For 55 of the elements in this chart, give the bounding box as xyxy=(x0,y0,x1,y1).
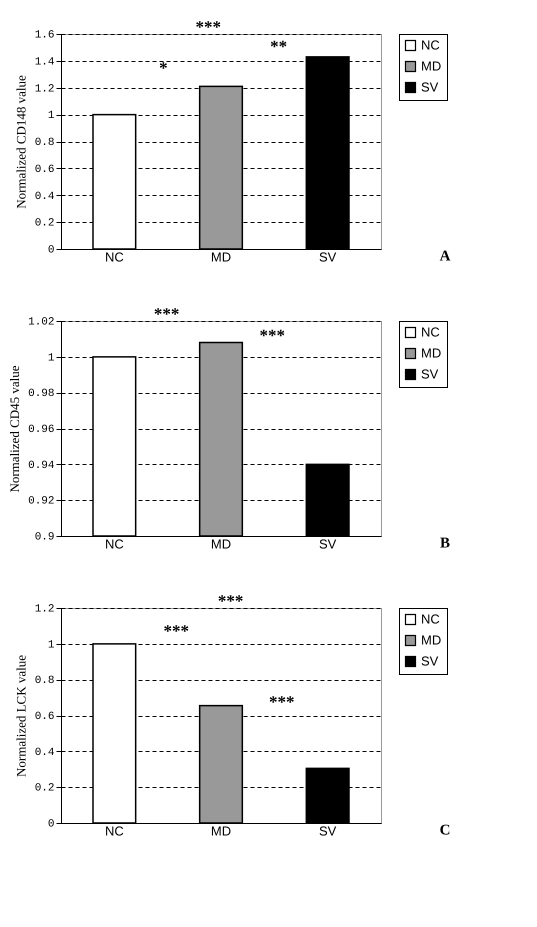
y-tick-label: 0.4 xyxy=(34,190,55,203)
x-tick-label: NC xyxy=(104,536,124,552)
annotation: ** xyxy=(270,36,288,56)
y-tick-label: 0.6 xyxy=(34,164,54,176)
x-tick-label: NC xyxy=(104,250,124,264)
legend-label: NC xyxy=(421,324,440,340)
y-tick-label: 1.02 xyxy=(28,316,54,328)
legend-label: MD xyxy=(421,632,442,648)
y-tick-label: 0.4 xyxy=(34,746,55,759)
annotation: *** xyxy=(163,622,189,641)
y-tick-label: 0.92 xyxy=(28,496,54,508)
annotation: *** xyxy=(269,692,295,712)
y-tick-label: 1.4 xyxy=(34,56,55,68)
y-axis-title: Normalized LCK value xyxy=(14,654,29,778)
text: B xyxy=(440,535,450,552)
annotation: *** xyxy=(195,18,221,37)
y-tick-label: 1.2 xyxy=(34,604,54,616)
y-tick-label: 0.9 xyxy=(34,532,54,544)
y-tick-label: 0.8 xyxy=(34,675,54,688)
y-tick-label: 0.98 xyxy=(28,388,54,400)
y-tick-label: 1 xyxy=(48,110,55,122)
text: A xyxy=(440,248,451,264)
x-tick-label: MD xyxy=(210,824,232,838)
legend-label: SV xyxy=(421,654,439,668)
y-tick-label: 0.2 xyxy=(34,218,54,230)
annotation: *** xyxy=(154,304,180,324)
annotation: *** xyxy=(218,592,244,611)
x-tick-label: NC xyxy=(104,824,124,838)
y-axis-title: Normalized CD148 value xyxy=(14,74,29,209)
legend-label: NC xyxy=(421,38,440,52)
legend-label: SV xyxy=(421,366,439,382)
y-tick-label: 0 xyxy=(48,244,54,256)
y-tick-label: 1 xyxy=(48,639,55,652)
y-axis-title: Normalized CD45 value xyxy=(7,365,22,493)
x-tick-label: SV xyxy=(318,824,337,838)
x-tick-label: SV xyxy=(318,250,337,264)
y-tick-label: 0 xyxy=(48,818,54,830)
text: C xyxy=(440,822,450,838)
annotation: * xyxy=(159,58,168,78)
y-tick-label: 0.94 xyxy=(28,460,55,472)
legend-label: MD xyxy=(421,58,442,74)
legend-label: NC xyxy=(421,612,440,626)
x-tick-label: MD xyxy=(210,536,232,552)
legend-label: SV xyxy=(421,80,439,94)
annotation: *** xyxy=(259,326,285,346)
y-tick-label: 1 xyxy=(48,352,55,364)
x-tick-label: SV xyxy=(318,536,337,552)
y-tick-label: 0.96 xyxy=(28,424,54,436)
y-tick-label: 1.2 xyxy=(34,83,54,96)
y-tick-label: 0.6 xyxy=(34,711,54,723)
legend-label: MD xyxy=(421,346,442,360)
x-tick-label: MD xyxy=(210,250,232,264)
y-tick-label: 0.8 xyxy=(34,137,54,149)
y-tick-label: 0.2 xyxy=(34,782,54,795)
y-tick-label: 1.6 xyxy=(34,30,54,42)
